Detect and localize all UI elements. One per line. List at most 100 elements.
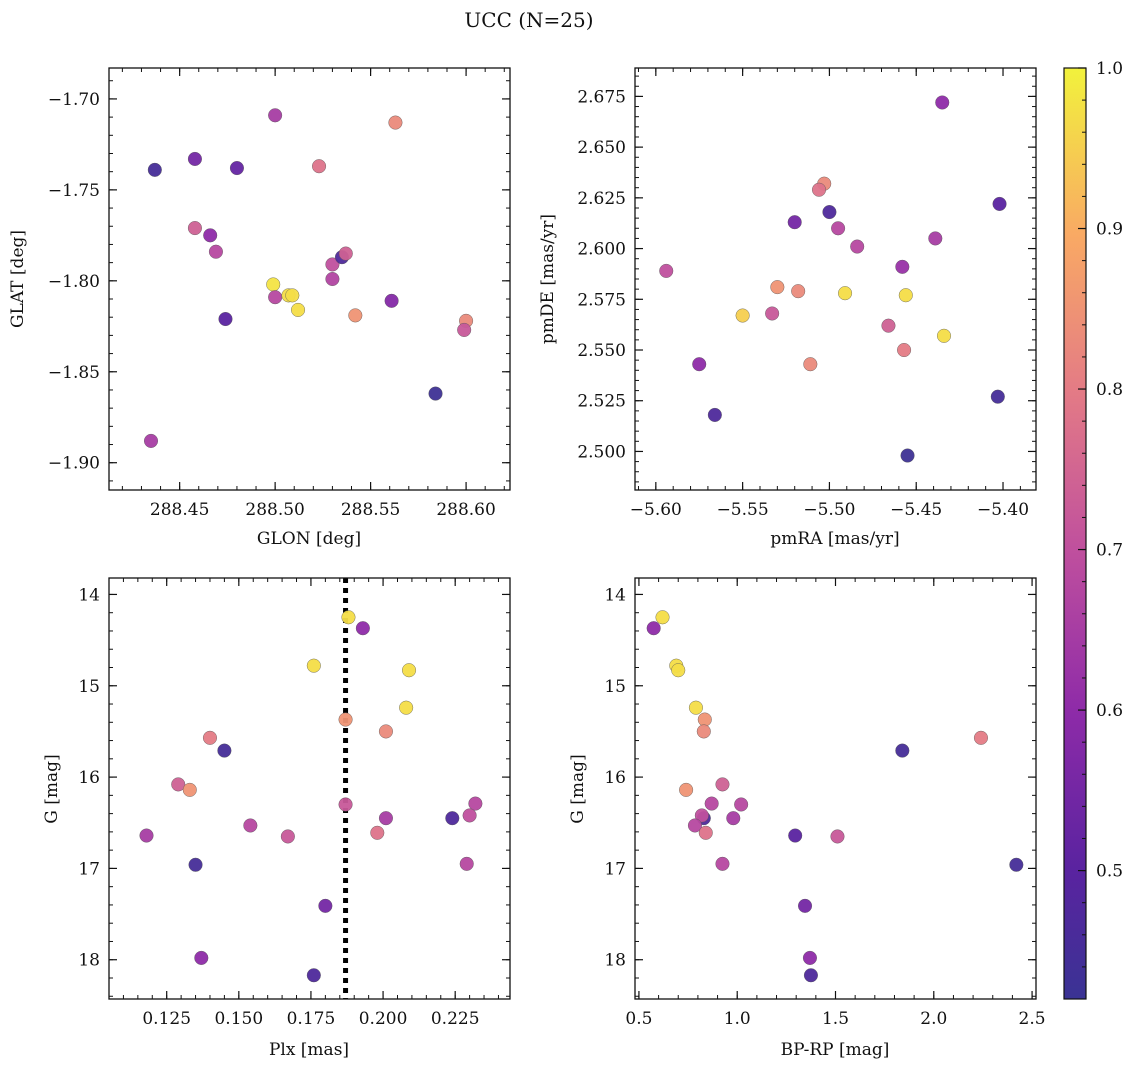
x-tick-label: 2.5 xyxy=(1019,1009,1046,1029)
data-point xyxy=(370,825,385,840)
panel-4-y-label: G [mag] xyxy=(568,754,588,823)
axes-frame xyxy=(108,577,511,1000)
x-tick-label: 1.5 xyxy=(822,1009,849,1029)
x-tick-label: −5.40 xyxy=(977,500,1029,520)
data-point xyxy=(707,407,722,422)
data-point xyxy=(194,950,209,965)
x-tick-label: 0.125 xyxy=(142,1009,191,1029)
x-tick-label: 288.45 xyxy=(150,500,209,520)
data-point xyxy=(399,700,414,715)
pmra-pmde-panel: pmRA [mas/yr] pmDE [mas/yr] −5.60 −5.55 −5… xyxy=(538,67,1037,549)
y-tick-label: 15 xyxy=(78,677,100,697)
x-tick-label: 0.200 xyxy=(359,1009,408,1029)
data-point xyxy=(338,797,353,812)
data-point xyxy=(462,808,477,823)
panel-3-y-label: G [mag] xyxy=(42,754,62,823)
axes-frame xyxy=(634,577,1037,1000)
data-point xyxy=(208,244,223,259)
data-point xyxy=(341,610,356,625)
panel-2-y-label: pmDE [mas/yr] xyxy=(538,214,558,344)
x-tick-label: −5.50 xyxy=(803,500,855,520)
data-point xyxy=(831,221,846,236)
data-point xyxy=(900,448,915,463)
data-point xyxy=(770,280,785,295)
y-tick-label: 2.550 xyxy=(577,341,626,361)
data-point xyxy=(936,328,951,343)
x-tick-label: 2.0 xyxy=(920,1009,947,1029)
data-point xyxy=(990,389,1005,404)
data-point xyxy=(655,610,670,625)
y-tick-label: 2.525 xyxy=(577,392,626,412)
data-point xyxy=(266,277,281,292)
data-point xyxy=(459,856,474,871)
data-point xyxy=(147,162,162,177)
data-point xyxy=(445,811,460,826)
data-point xyxy=(850,239,865,254)
colorbar-tick-label: 0.6 xyxy=(1096,701,1123,721)
axes-frame xyxy=(108,67,511,491)
data-point xyxy=(318,898,333,913)
data-point xyxy=(659,263,674,278)
data-point xyxy=(325,272,340,287)
data-point xyxy=(388,115,403,130)
data-point xyxy=(338,246,353,261)
data-point xyxy=(838,286,853,301)
y-tick-label: −1.75 xyxy=(48,181,100,201)
plx-g-panel: Plx [mas] G [mag] 0.125 0.150 0.175 0.200 0.… xyxy=(42,577,511,1060)
y-tick-label: 17 xyxy=(78,859,100,879)
data-point xyxy=(187,151,202,166)
data-point xyxy=(803,357,818,372)
data-point xyxy=(895,743,910,758)
x-tick-label: 0.150 xyxy=(214,1009,263,1029)
data-point xyxy=(735,308,750,323)
data-point xyxy=(898,288,913,303)
data-point xyxy=(881,318,896,333)
x-tick-label: 288.55 xyxy=(341,500,400,520)
data-point xyxy=(697,712,712,727)
y-tick-label: 2.675 xyxy=(577,87,626,107)
data-point xyxy=(218,312,233,327)
data-point xyxy=(935,95,950,110)
y-tick-label: −1.85 xyxy=(48,363,100,383)
colorbar-tick-label: 0.9 xyxy=(1096,220,1123,240)
data-point xyxy=(139,828,154,843)
data-point xyxy=(182,782,197,797)
data-point xyxy=(291,302,306,317)
colorbar-tick-label: 1.0 xyxy=(1096,59,1123,79)
data-point xyxy=(992,196,1007,211)
y-tick-label: 17 xyxy=(604,859,626,879)
y-tick-label: −1.90 xyxy=(48,454,100,474)
data-point xyxy=(646,621,661,636)
data-point xyxy=(355,621,370,636)
data-point xyxy=(378,724,393,739)
colorbar-tick-label: 0.7 xyxy=(1096,541,1123,561)
y-tick-label: 15 xyxy=(604,677,626,697)
panel-3-x-label: Plx [mas] xyxy=(269,1040,349,1060)
data-point xyxy=(704,796,719,811)
colorbar: 0.5 0.6 0.7 0.8 0.9 1.0 xyxy=(1063,59,1123,1000)
data-point xyxy=(822,205,837,220)
y-tick-label: 2.600 xyxy=(577,240,626,260)
y-tick-label: 18 xyxy=(604,951,626,971)
y-tick-label: 16 xyxy=(604,768,626,788)
panel-4-x-label: BP-RP [mag] xyxy=(781,1040,890,1060)
data-point xyxy=(687,818,702,833)
x-tick-label: −5.55 xyxy=(717,500,769,520)
y-tick-label: −1.80 xyxy=(48,272,100,292)
data-point xyxy=(726,811,741,826)
data-point xyxy=(897,343,912,358)
data-point xyxy=(268,108,283,123)
axes-frame xyxy=(634,67,1037,491)
x-tick-label: 288.60 xyxy=(436,500,495,520)
data-point xyxy=(688,700,703,715)
data-point xyxy=(679,782,694,797)
data-point xyxy=(378,811,393,826)
data-point xyxy=(765,306,780,321)
data-point xyxy=(1009,857,1024,872)
y-tick-label: 16 xyxy=(78,768,100,788)
panel-2-x-label: pmRA [mas/yr] xyxy=(770,529,899,549)
data-point xyxy=(895,259,910,274)
x-tick-label: 1.0 xyxy=(724,1009,751,1029)
colorbar-tick-label: 0.8 xyxy=(1096,380,1123,400)
